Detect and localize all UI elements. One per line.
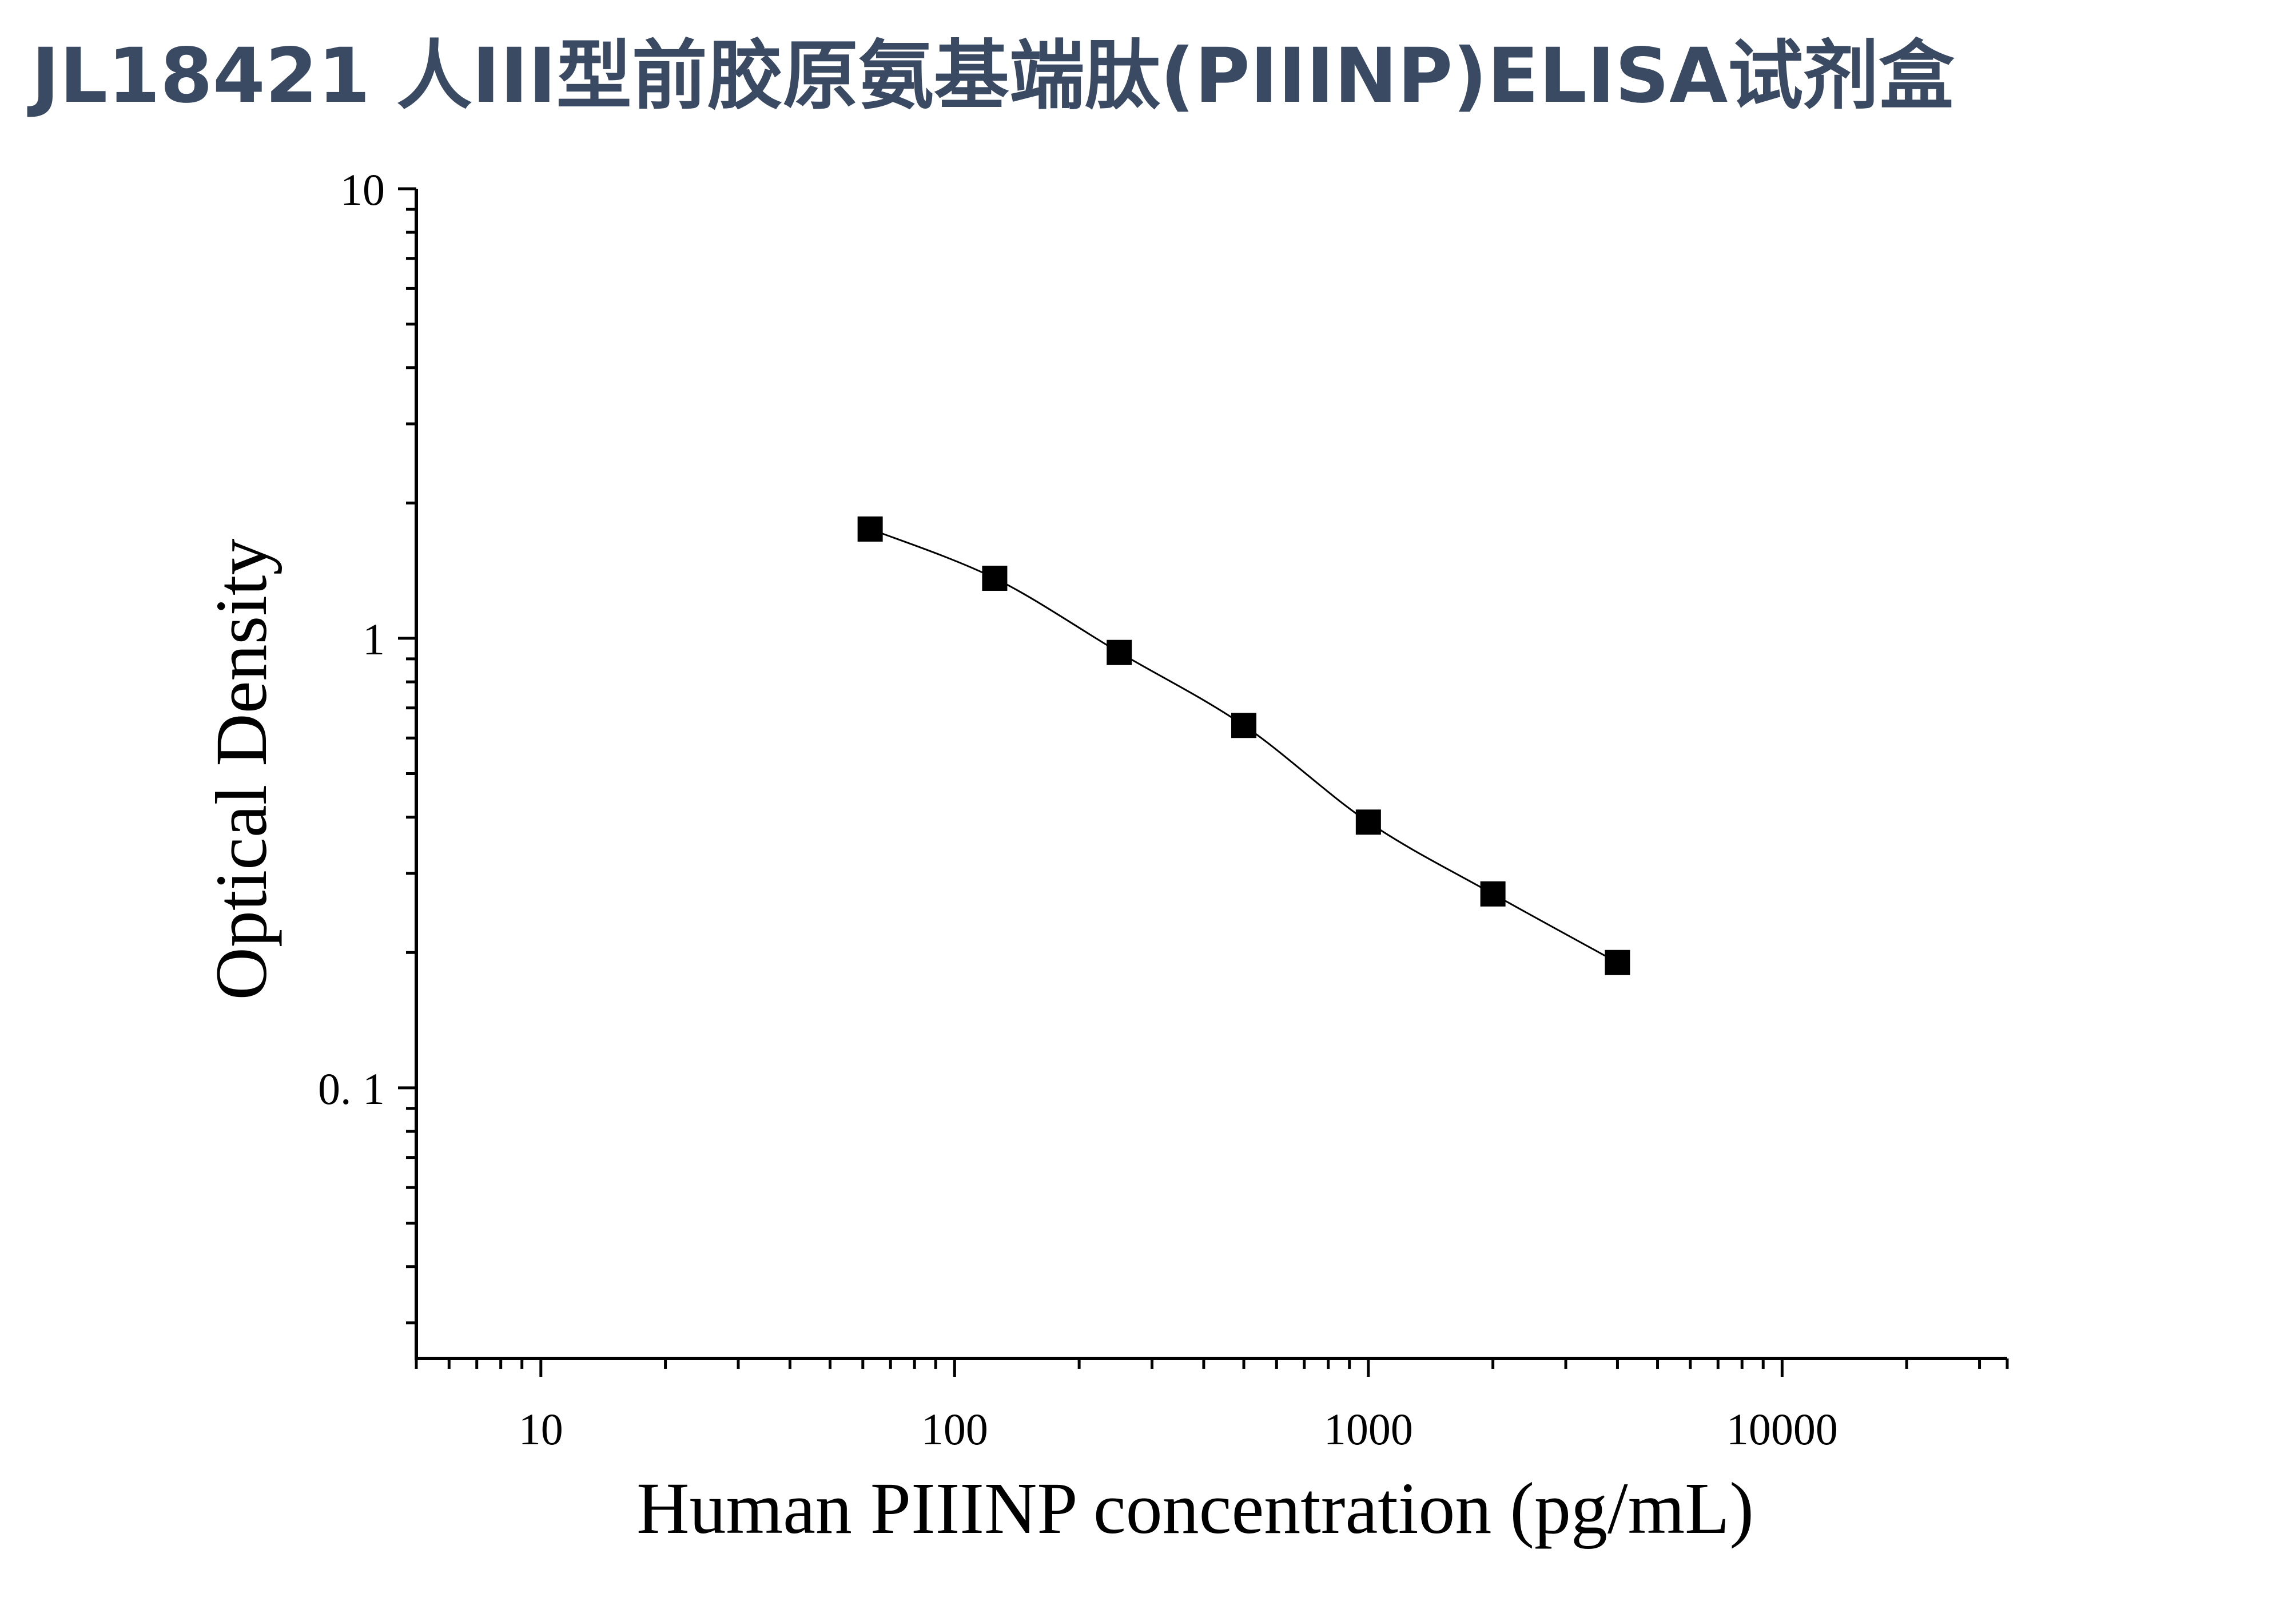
data-point bbox=[1480, 881, 1506, 907]
x-tick-label: 1000 bbox=[1324, 1404, 1413, 1454]
chart-title: JL18421 人III型前胶原氨基端肽(PIIINP)ELISA试剂盒 bbox=[27, 32, 1955, 120]
plot-area: 10 100 1000 10000 0. 1 1 10 bbox=[318, 165, 2009, 1454]
data-point bbox=[1605, 950, 1630, 975]
x-tick-label: 10000 bbox=[1726, 1404, 1838, 1454]
x-tick-label: 10 bbox=[519, 1404, 563, 1454]
data-point bbox=[857, 516, 883, 542]
y-ticks: 0. 1 1 10 bbox=[318, 165, 416, 1325]
y-axis-label: Optical Density bbox=[201, 539, 282, 1000]
data-markers bbox=[857, 516, 1630, 975]
data-point bbox=[1231, 713, 1257, 738]
x-ticks: 10 100 1000 10000 bbox=[415, 1358, 2009, 1454]
x-axis-label: Human PIIINP concentration (pg/mL) bbox=[636, 1468, 1754, 1549]
x-tick-label: 100 bbox=[921, 1404, 988, 1454]
data-point bbox=[1107, 639, 1132, 665]
data-point bbox=[1355, 809, 1381, 835]
y-tick-label: 0. 1 bbox=[318, 1064, 385, 1114]
y-tick-label: 10 bbox=[340, 165, 385, 214]
data-point bbox=[982, 565, 1008, 591]
y-tick-label: 1 bbox=[363, 614, 385, 664]
